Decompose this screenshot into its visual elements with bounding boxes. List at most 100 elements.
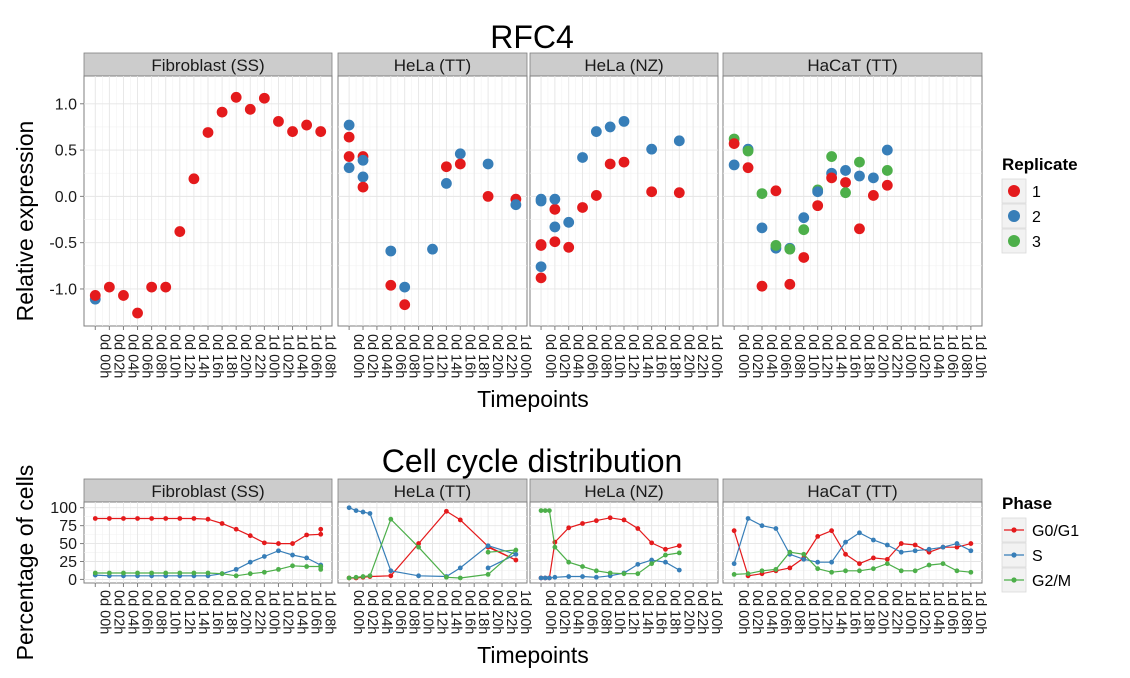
series-point-g2-m [443, 574, 449, 580]
series-point-s [857, 530, 862, 536]
series-point-g0-g1 [649, 540, 655, 546]
data-point-replicate-1 [188, 173, 200, 185]
series-point-g2-m [676, 550, 682, 556]
series-point-s [416, 573, 422, 579]
series-point-s [843, 539, 848, 545]
data-point-replicate-2 [343, 162, 355, 174]
series-point-g2-m [593, 568, 599, 574]
data-point-replicate-3 [770, 240, 782, 251]
data-point-replicate-2 [867, 172, 879, 184]
y-tick-label: -1.0 [49, 281, 77, 298]
x-tick-label: 0d 02h [556, 334, 572, 378]
series-point-g2-m [857, 568, 862, 574]
series-point-s [773, 526, 779, 531]
data-point-replicate-1 [840, 177, 851, 188]
series-point-g2-m [360, 574, 366, 579]
series-point-g0-g1 [843, 551, 848, 557]
x-tick-label: 0d 22h [503, 334, 519, 378]
x-tick-label: 0d 12h [819, 590, 835, 634]
series-point-g2-m [580, 564, 585, 569]
x-tick-label: 0d 16h [847, 590, 863, 634]
series-point-g0-g1 [731, 528, 737, 534]
series-point-g0-g1 [290, 541, 295, 546]
data-point-replicate-1 [549, 236, 561, 248]
series-point-g0-g1 [106, 516, 112, 521]
x-tick-label: 0d 10h [420, 334, 436, 378]
series-point-g2-m [621, 571, 627, 577]
data-point-replicate-1 [273, 115, 284, 127]
y-tick-label: -0.5 [49, 235, 77, 252]
x-tick-label: 1d 06h [944, 590, 960, 634]
series-point-g2-m [801, 551, 807, 557]
x-tick-label: 0d 08h [153, 590, 169, 634]
series-point-s [360, 509, 366, 515]
y-tick-label: 50 [59, 536, 77, 553]
x-tick-label: 0d 00h [350, 590, 366, 634]
series-point-g0-g1 [580, 521, 585, 526]
series-point-s [261, 554, 267, 559]
data-point-replicate-1 [174, 226, 186, 237]
data-point-replicate-2 [590, 126, 602, 137]
data-point-replicate-2 [482, 158, 494, 170]
data-point-replicate-2 [563, 216, 575, 228]
x-tick-label: 1d 06h [308, 334, 324, 378]
panel-strip-label: Fibroblast (SS) [151, 56, 264, 75]
series-point-g0-g1 [177, 516, 183, 521]
data-point-replicate-2 [343, 119, 355, 131]
series-point-g2-m [635, 571, 641, 577]
data-point-replicate-2 [549, 193, 561, 205]
x-tick-label: 0d 08h [406, 334, 422, 378]
series-point-g0-g1 [388, 573, 394, 579]
legend-key-point [1008, 235, 1020, 247]
x-tick-label: 0d 04h [378, 334, 394, 378]
series-point-s [353, 508, 359, 514]
series-point-g0-g1 [416, 541, 422, 546]
x-tick-label: 0d 02h [110, 334, 126, 378]
series-point-s [546, 575, 552, 581]
data-point-replicate-1 [216, 106, 228, 118]
y-axis-title: Relative expression [12, 121, 38, 322]
data-point-replicate-1 [770, 185, 782, 197]
panel-strip-label: HeLa (TT) [394, 56, 471, 75]
x-tick-label: 0d 10h [805, 334, 821, 378]
x-tick-label: 1d 02h [916, 590, 932, 634]
x-tick-label: 0d 22h [694, 590, 710, 634]
data-point-replicate-1 [756, 280, 768, 292]
data-point-replicate-2 [673, 135, 685, 147]
series-point-g2-m [205, 570, 211, 576]
legend-entry-label: 3 [1032, 234, 1041, 251]
series-point-g2-m [261, 569, 267, 575]
x-tick-label: 0d 06h [392, 590, 408, 634]
series-point-g0-g1 [233, 526, 239, 532]
data-point-replicate-1 [343, 131, 355, 143]
series-point-g2-m [542, 508, 548, 514]
x-tick-label: 0d 12h [434, 334, 450, 378]
data-point-replicate-2 [812, 186, 824, 198]
x-axis-title: Timepoints [477, 386, 589, 412]
data-point-replicate-1 [535, 272, 547, 284]
series-point-g0-g1 [787, 565, 793, 571]
data-point-replicate-1 [784, 278, 796, 290]
data-point-replicate-2 [577, 152, 588, 163]
x-tick-label: 0d 06h [139, 590, 155, 634]
data-point-replicate-1 [881, 179, 893, 191]
series-point-g2-m [416, 544, 422, 550]
data-point-replicate-2 [646, 143, 658, 155]
x-tick-label: 1d 08h [958, 590, 974, 634]
x-tick-label: 0d 10h [420, 590, 436, 634]
data-point-replicate-1 [742, 162, 754, 174]
series-point-g0-g1 [205, 516, 211, 522]
series-point-s [580, 574, 585, 579]
series-point-g0-g1 [968, 541, 974, 546]
series-point-g2-m [247, 571, 253, 577]
x-tick-label: 1d 02h [279, 590, 295, 634]
x-tick-label: 0d 00h [542, 590, 558, 634]
x-tick-label: 0d 16h [461, 590, 477, 634]
x-tick-label: 0d 00h [735, 590, 751, 634]
series-point-s [801, 556, 807, 562]
series-point-g0-g1 [676, 543, 682, 549]
data-point-replicate-1 [646, 186, 658, 198]
series-point-g2-m [745, 571, 751, 577]
x-tick-label: 0d 06h [777, 590, 793, 634]
legend-key-point [1011, 577, 1017, 583]
